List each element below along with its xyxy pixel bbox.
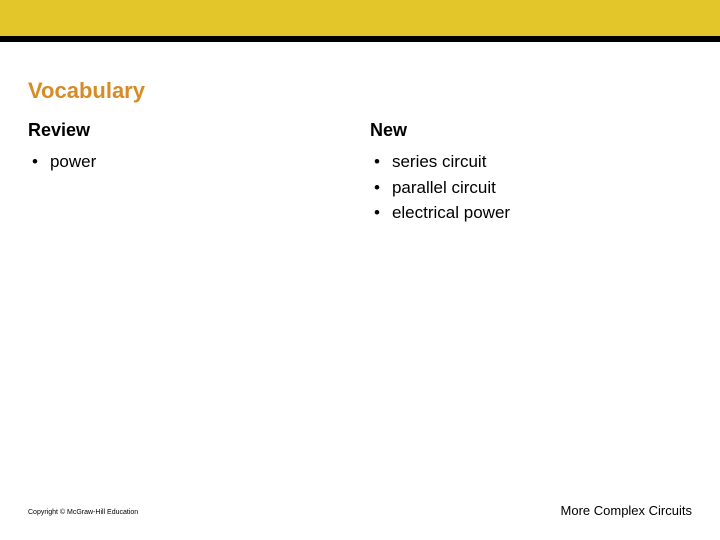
copyright-text: Copyright © McGraw-Hill Education	[28, 509, 138, 516]
new-heading: New	[370, 120, 692, 141]
review-column: Review power	[28, 120, 370, 226]
list-item: series circuit	[370, 149, 692, 175]
top-bar	[0, 0, 720, 42]
list-item: power	[28, 149, 350, 175]
slide-title: Vocabulary	[28, 78, 692, 104]
section-label: More Complex Circuits	[561, 503, 692, 518]
vocabulary-columns: Review power New series circuit parallel…	[28, 120, 692, 226]
slide-content: Vocabulary Review power New series circu…	[0, 42, 720, 226]
list-item: electrical power	[370, 200, 692, 226]
review-heading: Review	[28, 120, 350, 141]
review-list: power	[28, 149, 350, 175]
list-item: parallel circuit	[370, 175, 692, 201]
new-list: series circuit parallel circuit electric…	[370, 149, 692, 226]
new-column: New series circuit parallel circuit elec…	[370, 120, 692, 226]
